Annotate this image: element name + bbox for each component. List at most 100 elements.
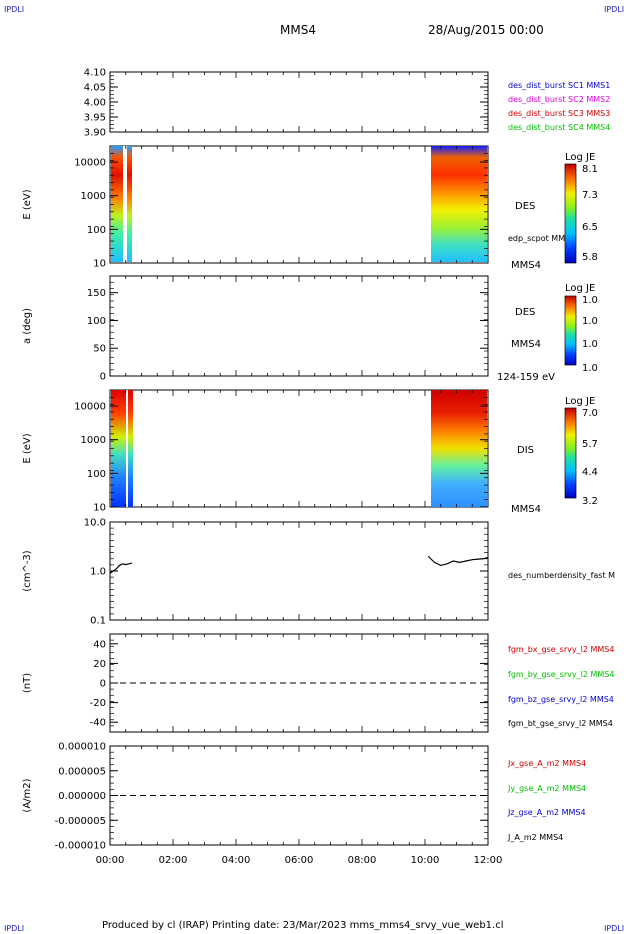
right-label: edp_scpot MMS4 bbox=[508, 234, 575, 243]
colorbar-title: Log JE bbox=[565, 152, 595, 163]
colorbar-dis-energy bbox=[564, 407, 577, 499]
y-tick-label: -0.000010 bbox=[55, 841, 106, 852]
density-line-segment-1 bbox=[109, 562, 133, 574]
dis-spectrogram-block-early-2 bbox=[128, 390, 133, 507]
y-axis-label: E (eV) bbox=[22, 189, 33, 219]
colorbar-tick-label: 5.8 bbox=[582, 252, 598, 263]
colorbar-tick-label: 1.0 bbox=[582, 316, 598, 327]
spectrogram-fills bbox=[111, 146, 487, 507]
des-spectrogram-block-late bbox=[431, 146, 487, 262]
density-series-label: des_numberdensity_fast M bbox=[508, 571, 615, 580]
datetime-title: 28/Aug/2015 00:00 bbox=[428, 23, 544, 37]
x-tick-label: 08:00 bbox=[348, 855, 377, 866]
y-tick-label: 4.00 bbox=[84, 98, 106, 109]
y-axis-label: (A/m2) bbox=[22, 778, 33, 812]
legend-4: des_dist_burst SC4 MMS4 bbox=[508, 123, 610, 132]
density-line-segment-2 bbox=[427, 555, 489, 567]
colorbar-tick-label: 4.4 bbox=[582, 467, 598, 478]
y-tick-label: -20 bbox=[90, 698, 106, 709]
y-axis-label: (cm^-3) bbox=[22, 550, 33, 591]
right-label: MMS4 bbox=[511, 504, 541, 515]
x-tick-label: 12:00 bbox=[474, 855, 503, 866]
y-tick-label: 0 bbox=[100, 679, 106, 690]
current-series-label: J_A_m2 MMS4 bbox=[507, 833, 563, 842]
colorbar-title: Log JE bbox=[565, 396, 595, 407]
right-label: DIS bbox=[517, 445, 534, 456]
y-tick-label: 10000 bbox=[74, 158, 106, 169]
b-field-series-label: fgm_bt_gse_srvy_l2 MMS4 bbox=[508, 719, 613, 728]
y-tick-label: 3.90 bbox=[84, 128, 106, 139]
colorbar-tick-label: 7.0 bbox=[582, 408, 598, 419]
panel-frame-spacecraft-selection bbox=[109, 71, 489, 133]
dis-spectrogram-block-early bbox=[111, 390, 126, 507]
y-axis-label: E (eV) bbox=[22, 433, 33, 463]
colorbar-des-energy bbox=[564, 163, 577, 264]
current-series-label: Jx_gse_A_m2 MMS4 bbox=[507, 759, 586, 768]
colorbar-tick-label: 3.2 bbox=[582, 496, 598, 507]
y-tick-label: 100 bbox=[87, 316, 106, 327]
y-tick-label: 0.000010 bbox=[58, 742, 106, 753]
x-tick-label: 02:00 bbox=[159, 855, 188, 866]
des-spectrogram-gap bbox=[123, 146, 127, 262]
y-tick-label: 0.000000 bbox=[58, 791, 106, 802]
des-spectrogram-block-early-2 bbox=[127, 146, 132, 262]
colorbar-tick-label: 7.3 bbox=[582, 190, 598, 201]
y-tick-label: 40 bbox=[93, 639, 106, 650]
current-series-label: Jy_gse_A_m2 MMS4 bbox=[507, 784, 586, 793]
data-lines bbox=[109, 555, 489, 574]
y-axis-label: (nT) bbox=[22, 673, 33, 693]
colorbar-tick-label: 1.0 bbox=[582, 363, 598, 374]
panel-frame-density bbox=[109, 521, 489, 621]
panel-frame-des-pitch-angle bbox=[109, 275, 489, 377]
y-tick-label: 1000 bbox=[81, 435, 106, 446]
b-field-series-label: fgm_bx_gse_srvy_l2 MMS4 bbox=[508, 645, 614, 654]
colorbar-title: Log JE bbox=[565, 283, 595, 294]
y-tick-label: -0.000005 bbox=[55, 816, 106, 827]
y-axis-label: a (deg) bbox=[22, 308, 33, 344]
footer-credits: Produced by cl (IRAP) Printing date: 23/… bbox=[102, 920, 503, 931]
y-tick-label: 1000 bbox=[81, 191, 106, 202]
colorbar-tick-label: 8.1 bbox=[582, 164, 598, 175]
y-tick-label: 0.1 bbox=[90, 616, 106, 627]
dis-spectrogram-gap bbox=[126, 390, 128, 507]
colorbar-tick-label: 1.0 bbox=[582, 295, 598, 306]
y-tick-label: 10 bbox=[93, 503, 106, 514]
y-tick-label: 4.10 bbox=[84, 68, 106, 79]
y-tick-label: 20 bbox=[93, 659, 106, 670]
colorbar-tick-label: 5.7 bbox=[582, 439, 598, 450]
right-label: MMS4 bbox=[511, 260, 541, 271]
spacecraft-title: MMS4 bbox=[280, 23, 316, 37]
y-tick-label: 150 bbox=[87, 288, 106, 299]
y-tick-label: 1.0 bbox=[90, 567, 106, 578]
right-label: DES bbox=[515, 307, 535, 318]
y-tick-label: 0 bbox=[100, 372, 106, 383]
corner-mark-tr: IPDLI bbox=[604, 5, 624, 14]
colorbar-tick-label: 6.5 bbox=[582, 222, 598, 233]
corner-mark-tl: IPDLI bbox=[4, 5, 24, 14]
legend-2: des_dist_burst SC2 MMS2 bbox=[508, 95, 610, 104]
current-series-label: Jz_gse_A_m2 MMS4 bbox=[507, 808, 586, 817]
des-spectrogram-block-early bbox=[111, 146, 123, 262]
x-tick-label: 10:00 bbox=[411, 855, 440, 866]
x-tick-label: 04:00 bbox=[222, 855, 251, 866]
y-tick-label: 0.000005 bbox=[58, 766, 106, 777]
y-tick-label: 10 bbox=[93, 259, 106, 270]
y-tick-label: 100 bbox=[87, 469, 106, 480]
right-label: DES bbox=[515, 201, 535, 212]
legend-3: des_dist_burst SC3 MMS3 bbox=[508, 109, 610, 118]
b-field-series-label: fgm_by_gse_srvy_l2 MMS4 bbox=[508, 670, 614, 679]
dis-spectrogram-block-late bbox=[431, 390, 487, 507]
colorbar-tick-label: 1.0 bbox=[582, 339, 598, 350]
y-tick-label: 10000 bbox=[74, 402, 106, 413]
y-tick-label: -40 bbox=[90, 718, 106, 729]
y-tick-label: 4.05 bbox=[84, 83, 106, 94]
legend-1: des_dist_burst SC1 MMS1 bbox=[508, 81, 610, 90]
b-field-series-label: fgm_bz_gse_srvy_l2 MMS4 bbox=[508, 695, 614, 704]
colorbar-des-pitch bbox=[564, 295, 577, 366]
right-label: MMS4 bbox=[511, 339, 541, 350]
y-tick-label: 3.95 bbox=[84, 113, 106, 124]
y-tick-label: 10.0 bbox=[84, 518, 106, 529]
right-label: 124-159 eV bbox=[497, 372, 555, 383]
